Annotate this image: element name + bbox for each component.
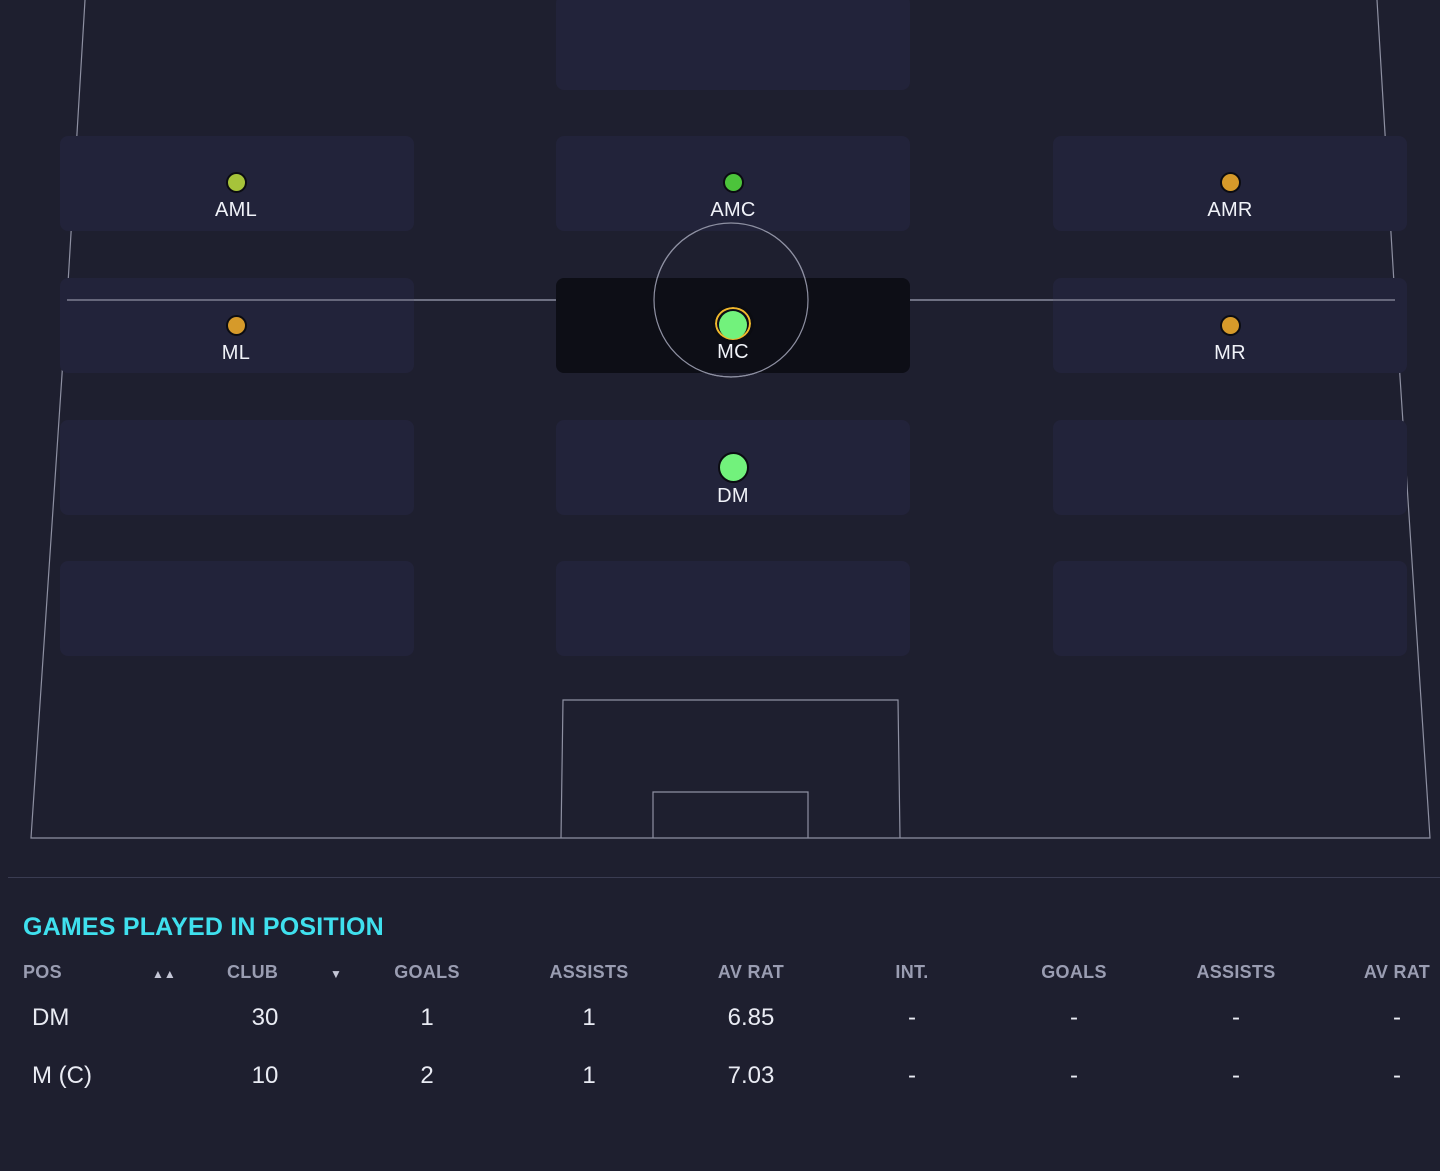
cell-int-assists: - xyxy=(1232,1062,1240,1089)
cell-av-rat: 6.85 xyxy=(727,1004,775,1031)
header-club[interactable]: CLUB xyxy=(227,962,279,982)
position-mc[interactable]: MC xyxy=(653,304,813,364)
cell-int-av-rat: - xyxy=(1393,1004,1401,1031)
cell-goals: 1 xyxy=(420,1004,434,1031)
header-int-goals[interactable]: GOALS xyxy=(1041,962,1107,982)
position-label: AMC xyxy=(710,199,756,221)
position-amc[interactable]: AMC xyxy=(653,172,813,232)
position-label: AMR xyxy=(1207,199,1253,221)
cell-pos: M (C) xyxy=(32,1062,92,1089)
penalty-box xyxy=(560,699,901,839)
position-mr[interactable]: MR xyxy=(1150,315,1310,375)
header-assists[interactable]: ASSISTS xyxy=(549,962,629,982)
caret-down-icon[interactable]: ▼ xyxy=(330,967,342,981)
header-int-av-rat[interactable]: AV RAT xyxy=(1363,962,1431,982)
cell-int-goals: - xyxy=(1070,1062,1078,1089)
rating-dot-icon xyxy=(722,172,744,193)
cell-club: 30 xyxy=(251,1004,279,1031)
section-title: GAMES PLAYED IN POSITION xyxy=(23,913,384,941)
pitch: AML AMC AMR ML MC MR DM xyxy=(30,0,1431,839)
position-label: ML xyxy=(221,342,251,364)
zone-wbr[interactable] xyxy=(1053,420,1407,515)
rating-dot-icon xyxy=(225,315,247,336)
cell-int-goals: - xyxy=(1070,1004,1078,1031)
position-label: AML xyxy=(214,199,258,221)
section-divider xyxy=(8,877,1440,878)
cell-club: 10 xyxy=(251,1062,279,1089)
position-amr[interactable]: AMR xyxy=(1150,172,1310,232)
pitch-outline xyxy=(30,0,1431,839)
rating-dot-icon xyxy=(225,172,247,193)
header-int[interactable]: INT. xyxy=(895,962,929,982)
position-aml[interactable]: AML xyxy=(156,172,316,232)
position-label: DM xyxy=(717,485,749,507)
selected-rating-dot-icon xyxy=(712,304,754,343)
cell-av-rat: 7.03 xyxy=(727,1062,775,1089)
rating-dot-icon xyxy=(717,452,749,483)
header-av-rat[interactable]: AV RAT xyxy=(717,962,785,982)
zone-dl[interactable] xyxy=(60,561,414,656)
cell-assists: 1 xyxy=(582,1062,596,1089)
position-dm[interactable]: DM xyxy=(653,452,813,512)
cell-int: - xyxy=(908,1062,916,1089)
cell-int-av-rat: - xyxy=(1393,1062,1401,1089)
header-pos[interactable]: POS xyxy=(23,962,62,982)
cell-int-assists: - xyxy=(1232,1004,1240,1031)
header-goals[interactable]: GOALS xyxy=(394,962,460,982)
cell-assists: 1 xyxy=(582,1004,596,1031)
position-label: MR xyxy=(1214,342,1246,364)
cell-pos: DM xyxy=(32,1004,70,1031)
position-ml[interactable]: ML xyxy=(156,315,316,375)
zone-dr[interactable] xyxy=(1053,561,1407,656)
six-yard-box xyxy=(652,791,809,838)
zone-dc[interactable] xyxy=(556,561,910,656)
cell-goals: 2 xyxy=(420,1062,434,1089)
rating-dot-icon xyxy=(1219,315,1241,336)
zone-wbl[interactable] xyxy=(60,420,414,515)
position-label: MC xyxy=(717,341,749,363)
rating-dot-fill xyxy=(719,311,747,339)
header-int-assists[interactable]: ASSISTS xyxy=(1196,962,1276,982)
cell-int: - xyxy=(908,1004,916,1031)
zone-st[interactable] xyxy=(556,0,910,90)
sort-ascending-icon[interactable]: ▲▲ xyxy=(152,967,176,981)
rating-dot-icon xyxy=(1219,172,1241,193)
